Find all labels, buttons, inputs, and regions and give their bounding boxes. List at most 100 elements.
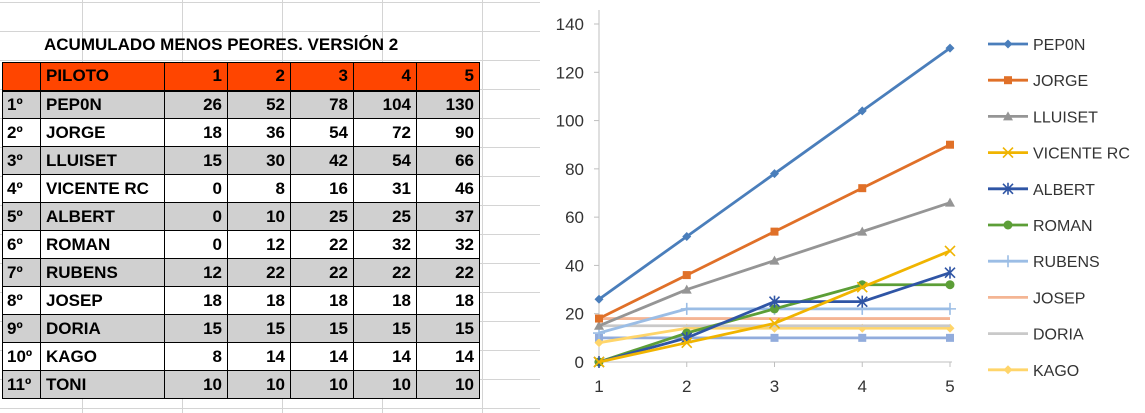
cell-position[interactable]: 4º [2,174,41,203]
cell-race-2[interactable]: 10 [227,370,291,399]
legend-entry[interactable]: JORGE [988,73,1088,90]
cell-position[interactable]: 11º [2,370,41,399]
cell-piloto[interactable]: JOSEP [40,286,165,315]
cell-race-1[interactable]: 18 [164,118,228,147]
cell-piloto[interactable]: KAGO [40,342,165,371]
cell-race-1[interactable]: 0 [164,174,228,203]
cell-position[interactable]: 7º [2,258,41,287]
cell-race-3[interactable]: 10 [290,370,354,399]
sheet-title[interactable]: ACUMULADO MENOS PEORES. VERSIÓN 2 [44,35,399,54]
cell-race-3[interactable]: 25 [290,202,354,231]
cell-race-5[interactable]: 37 [416,202,480,231]
header-cell-race-5[interactable]: 5 [416,62,480,92]
cell-race-1[interactable]: 12 [164,258,228,287]
cell-race-5[interactable]: 22 [416,258,480,287]
cell-piloto[interactable]: JORGE [40,118,165,147]
cell-race-3[interactable]: 22 [290,230,354,259]
legend-entry[interactable]: VICENTE RC [988,146,1130,163]
cell-position[interactable]: 6º [2,230,41,259]
header-cell-race-1[interactable]: 1 [164,62,228,92]
cell-race-2[interactable]: 52 [227,90,291,119]
header-cell-race-2[interactable]: 2 [227,62,291,92]
cell-race-4[interactable]: 15 [353,314,417,343]
cell-race-1[interactable]: 8 [164,342,228,371]
legend-entry[interactable]: KAGO [988,363,1079,380]
cell-piloto[interactable]: PEP0N [40,90,165,119]
cell-race-3[interactable]: 54 [290,118,354,147]
cell-race-5[interactable]: 90 [416,118,480,147]
cell-race-4[interactable]: 72 [353,118,417,147]
legend-entry[interactable]: JOSEP [988,290,1085,307]
cell-race-2[interactable]: 18 [227,286,291,315]
cell-race-4[interactable]: 104 [353,90,417,119]
series-vicente-rc[interactable] [593,245,956,368]
cell-piloto[interactable]: ROMAN [40,230,165,259]
cell-piloto[interactable]: TONI [40,370,165,399]
cell-position[interactable]: 3º [2,146,41,175]
cell-position[interactable]: 1º [2,90,41,119]
cell-position[interactable]: 9º [2,314,41,343]
cell-race-2[interactable]: 14 [227,342,291,371]
series-jorge[interactable] [595,140,954,323]
cell-race-5[interactable]: 15 [416,314,480,343]
legend-entry[interactable]: LLUISET [988,109,1098,126]
cell-race-3[interactable]: 78 [290,90,354,119]
cell-race-2[interactable]: 30 [227,146,291,175]
cell-race-4[interactable]: 14 [353,342,417,371]
header-cell-race-3[interactable]: 3 [290,62,354,92]
cell-piloto[interactable]: VICENTE RC [40,174,165,203]
header-cell-race-4[interactable]: 4 [353,62,417,92]
cell-race-2[interactable]: 10 [227,202,291,231]
cell-position[interactable]: 5º [2,202,41,231]
cell-race-2[interactable]: 12 [227,230,291,259]
cell-race-4[interactable]: 54 [353,146,417,175]
cell-race-2[interactable]: 15 [227,314,291,343]
cell-race-5[interactable]: 130 [416,90,480,119]
cell-race-5[interactable]: 32 [416,230,480,259]
header-cell-position[interactable] [2,62,41,92]
cell-race-5[interactable]: 18 [416,286,480,315]
cell-piloto[interactable]: DORIA [40,314,165,343]
cell-race-2[interactable]: 36 [227,118,291,147]
cell-race-4[interactable]: 25 [353,202,417,231]
legend-entry[interactable]: RUBENS [988,254,1100,271]
cell-race-3[interactable]: 18 [290,286,354,315]
legend-entry[interactable]: DORIA [988,327,1084,344]
cell-race-2[interactable]: 8 [227,174,291,203]
cell-race-3[interactable]: 22 [290,258,354,287]
cell-race-3[interactable]: 14 [290,342,354,371]
cell-race-1[interactable]: 10 [164,370,228,399]
cell-race-1[interactable]: 0 [164,202,228,231]
cell-race-3[interactable]: 16 [290,174,354,203]
legend-entry[interactable]: ALBERT [988,182,1095,199]
spreadsheet-area[interactable]: ACUMULADO MENOS PEORES. VERSIÓN 2 PILOTO… [0,0,540,413]
cell-piloto[interactable]: ALBERT [40,202,165,231]
cell-race-1[interactable]: 26 [164,90,228,119]
cell-position[interactable]: 8º [2,286,41,315]
cell-race-4[interactable]: 10 [353,370,417,399]
cell-position[interactable]: 10º [2,342,41,371]
series-pep0n[interactable] [594,43,955,304]
header-cell-piloto[interactable]: PILOTO [40,62,165,92]
cell-race-4[interactable]: 31 [353,174,417,203]
cell-race-2[interactable]: 22 [227,258,291,287]
cell-race-4[interactable]: 18 [353,286,417,315]
cell-piloto[interactable]: RUBENS [40,258,165,287]
cell-race-5[interactable]: 46 [416,174,480,203]
cell-race-1[interactable]: 15 [164,314,228,343]
cell-race-4[interactable]: 22 [353,258,417,287]
cell-race-5[interactable]: 14 [416,342,480,371]
legend-entry[interactable]: ROMAN [988,218,1093,235]
cell-race-1[interactable]: 18 [164,286,228,315]
line-chart[interactable]: 0 20 40 60 80 100 120 140 1 2 3 4 5 PEP0N JORGE LLUISET… [540,0,1145,413]
cell-piloto[interactable]: LLUISET [40,146,165,175]
cell-race-4[interactable]: 32 [353,230,417,259]
cell-race-1[interactable]: 0 [164,230,228,259]
legend-entry[interactable]: PEP0N [988,37,1085,54]
cell-position[interactable]: 2º [2,118,41,147]
series-lluiset[interactable] [594,197,955,330]
cell-race-3[interactable]: 15 [290,314,354,343]
cell-race-1[interactable]: 15 [164,146,228,175]
cell-race-3[interactable]: 42 [290,146,354,175]
cell-race-5[interactable]: 66 [416,146,480,175]
